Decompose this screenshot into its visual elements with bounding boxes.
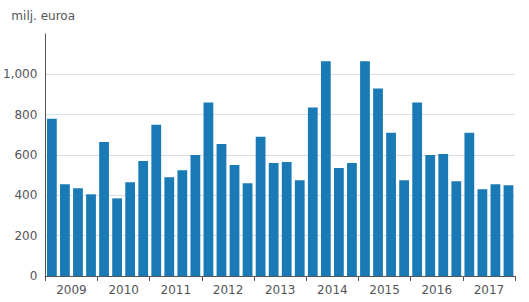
svg-text:600: 600 [14,148,37,162]
svg-text:1,000: 1,000 [3,67,37,81]
svg-text:2010: 2010 [108,283,139,297]
svg-text:2012: 2012 [213,283,244,297]
svg-text:milj. euroa: milj. euroa [11,9,75,23]
svg-text:2009: 2009 [56,283,87,297]
svg-text:800: 800 [14,108,37,122]
svg-text:200: 200 [14,229,37,243]
svg-text:2013: 2013 [265,283,296,297]
svg-text:2017: 2017 [474,283,505,297]
svg-text:2015: 2015 [369,283,400,297]
svg-text:2011: 2011 [161,283,192,297]
svg-text:2014: 2014 [317,283,348,297]
svg-text:2016: 2016 [421,283,452,297]
svg-text:400: 400 [14,188,37,202]
svg-text:0: 0 [30,269,38,283]
